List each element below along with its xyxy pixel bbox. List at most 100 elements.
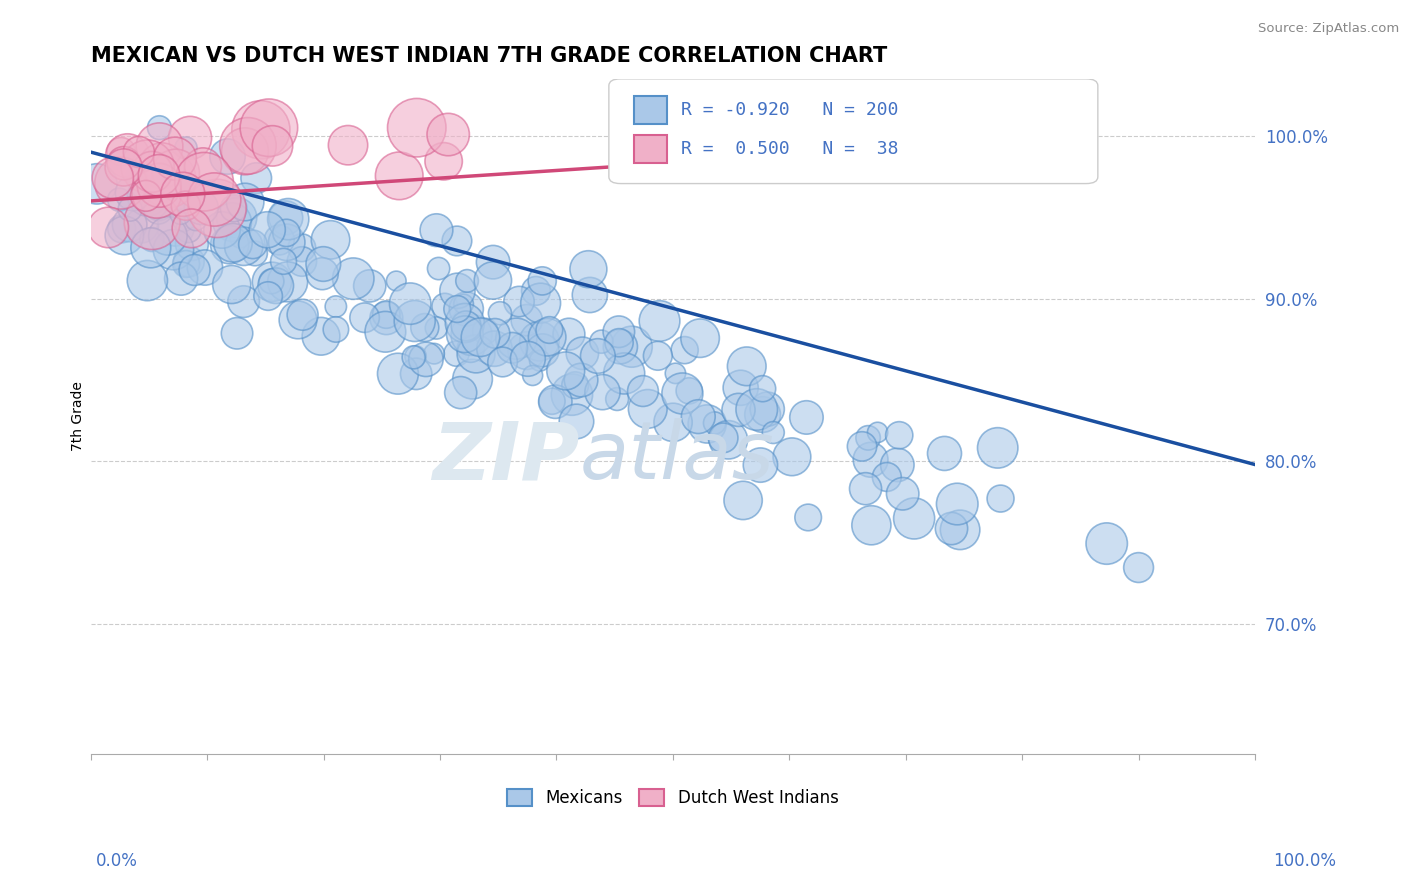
Point	[101, 170, 124, 185]
Point	[131, 180, 153, 194]
Point	[325, 322, 347, 336]
Point	[454, 316, 477, 330]
Point	[886, 458, 908, 472]
Point	[276, 235, 298, 250]
Point	[250, 122, 273, 136]
Point	[762, 425, 785, 440]
Point	[484, 342, 506, 356]
Point	[413, 320, 436, 334]
Point	[751, 408, 773, 422]
Point	[169, 188, 191, 202]
Point	[221, 215, 243, 229]
Point	[423, 346, 446, 360]
Point	[385, 274, 408, 288]
Point	[531, 343, 554, 358]
Point	[565, 414, 588, 428]
Point	[591, 334, 613, 349]
Point	[796, 410, 818, 425]
Point	[530, 296, 553, 310]
Point	[489, 306, 512, 320]
Point	[516, 313, 538, 327]
Point	[205, 202, 228, 216]
Point	[433, 299, 456, 313]
Point	[946, 497, 969, 511]
Point	[404, 314, 426, 328]
Point	[591, 385, 613, 400]
Point	[450, 385, 472, 400]
Point	[136, 274, 159, 288]
Point	[273, 254, 295, 268]
Point	[470, 330, 492, 344]
Point	[162, 243, 184, 257]
Point	[312, 257, 335, 271]
Point	[86, 177, 108, 191]
Point	[889, 428, 911, 442]
Point	[456, 301, 478, 316]
Point	[631, 384, 654, 398]
Point	[529, 353, 551, 368]
Point	[141, 214, 163, 228]
Point	[571, 346, 593, 360]
FancyBboxPatch shape	[609, 78, 1098, 184]
Point	[117, 149, 139, 163]
Point	[425, 223, 447, 237]
Point	[536, 330, 558, 344]
Point	[558, 327, 581, 342]
Point	[202, 193, 225, 207]
Point	[637, 401, 659, 416]
Point	[569, 373, 592, 387]
Point	[174, 141, 197, 155]
Point	[388, 169, 411, 183]
Point	[607, 325, 630, 339]
Point	[287, 313, 309, 327]
Point	[260, 274, 283, 288]
Point	[141, 165, 163, 179]
Point	[125, 169, 148, 184]
Point	[291, 254, 314, 268]
Point	[165, 166, 187, 180]
Point	[696, 417, 718, 431]
Point	[780, 450, 803, 464]
Point	[174, 257, 197, 271]
Point	[797, 510, 820, 524]
Point	[243, 246, 266, 260]
Point	[232, 294, 254, 309]
Point	[491, 355, 513, 369]
Text: ZIP: ZIP	[433, 418, 579, 496]
Point	[375, 308, 398, 322]
Point	[274, 211, 297, 225]
Point	[319, 233, 342, 247]
Point	[291, 241, 314, 255]
Point	[934, 446, 956, 460]
Point	[756, 402, 779, 417]
Point	[613, 367, 636, 381]
Point	[110, 176, 132, 190]
Point	[136, 189, 159, 203]
Point	[664, 367, 686, 381]
Point	[735, 359, 758, 374]
Point	[264, 278, 287, 293]
Point	[454, 318, 477, 333]
Point	[193, 175, 215, 189]
Point	[108, 193, 131, 207]
Point	[860, 518, 883, 533]
Text: R =  0.500   N =  38: R = 0.500 N = 38	[681, 140, 898, 158]
Point	[941, 522, 963, 536]
Point	[173, 213, 195, 227]
Point	[425, 321, 447, 335]
Point	[217, 150, 239, 164]
Point	[225, 211, 247, 225]
Point	[110, 145, 132, 159]
Point	[433, 154, 456, 169]
Text: MEXICAN VS DUTCH WEST INDIAN 7TH GRADE CORRELATION CHART: MEXICAN VS DUTCH WEST INDIAN 7TH GRADE C…	[91, 46, 887, 66]
Point	[678, 384, 700, 398]
Point	[508, 294, 530, 309]
Point	[474, 324, 496, 338]
Point	[146, 186, 169, 201]
Point	[733, 493, 755, 508]
Point	[183, 263, 205, 277]
Point	[561, 387, 583, 401]
Point	[222, 235, 245, 250]
Point	[174, 199, 197, 213]
Point	[233, 145, 256, 159]
